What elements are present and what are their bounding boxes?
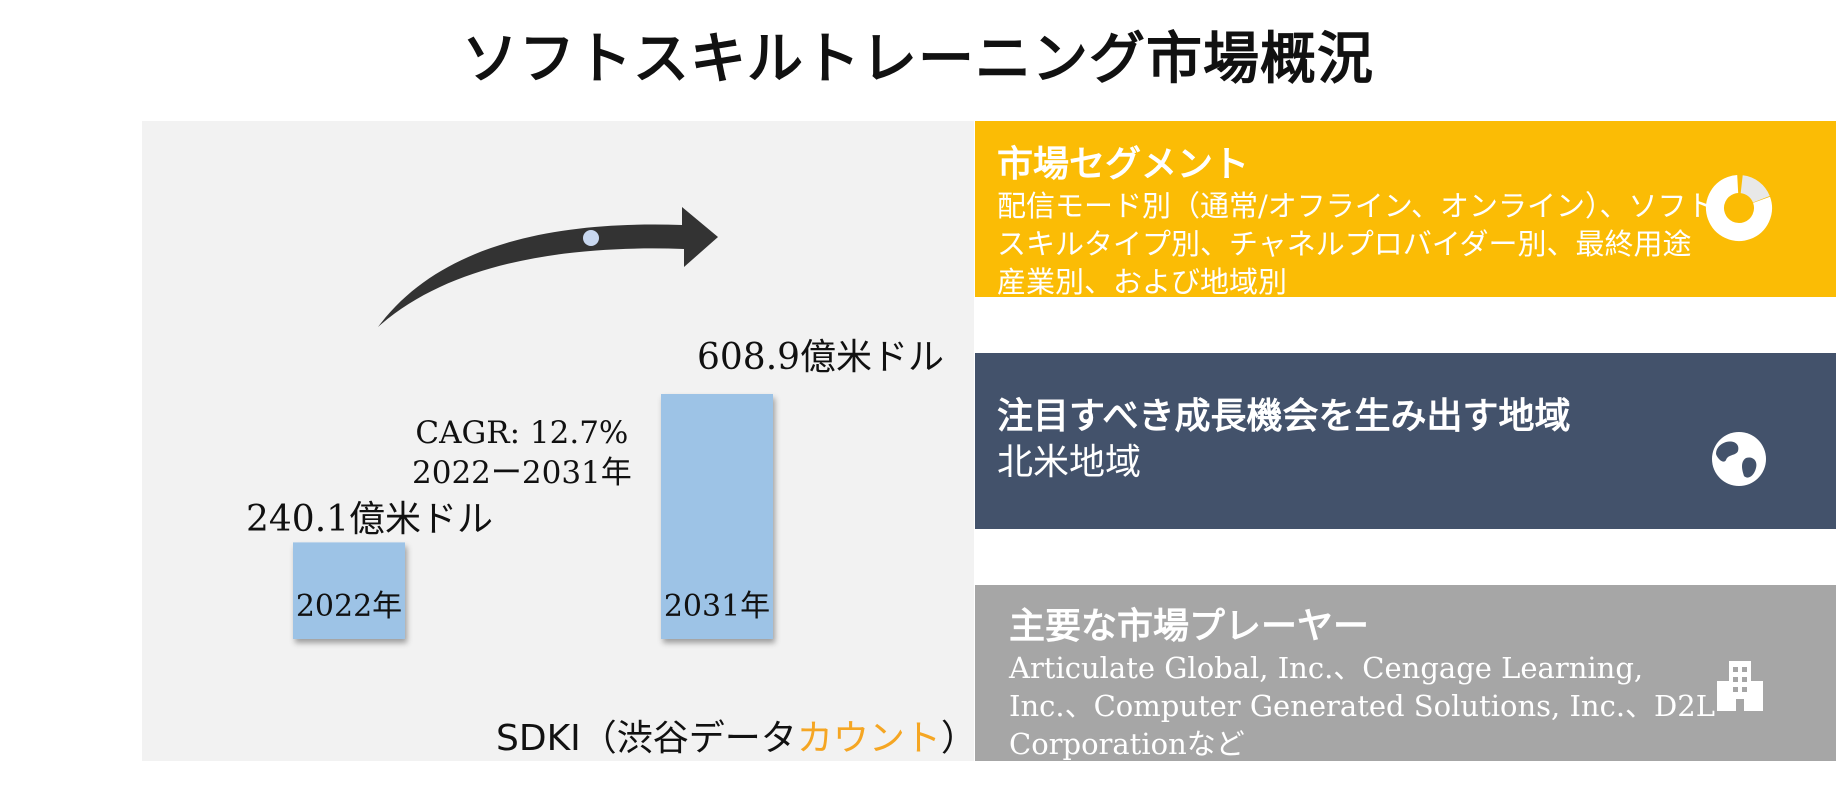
donut-chart-icon bbox=[1706, 175, 1772, 241]
source-prefix: SDKI（渋谷データ bbox=[496, 718, 797, 759]
bar-2022 bbox=[293, 542, 405, 639]
globe-icon bbox=[1712, 432, 1766, 486]
page-title: ソフトスキルトレーニング市場概況 bbox=[462, 26, 1374, 92]
cagr-annotation: CAGR: 12.7% 2022ー2031年 bbox=[412, 413, 632, 493]
bar-value-label-2022: 240.1億米ドル bbox=[246, 499, 494, 541]
region-box: 注目すべき成長機会を生み出す地域 北米地域 bbox=[975, 353, 1836, 529]
market-size-chart: 240.1億米ドル 608.9億米ドル 2022年 2031年 CAGR: 12… bbox=[142, 121, 977, 761]
arrow-dot bbox=[583, 230, 599, 246]
segments-box: 市場セグメント 配信モード別（通常/オフライン、オンライン）、ソフトスキルタイプ… bbox=[975, 121, 1836, 299]
segments-text: 配信モード別（通常/オフライン、オンライン）、ソフトスキルタイプ別、チャネルプロ… bbox=[997, 189, 1716, 299]
source-credit: SDKI（渋谷データカウント） bbox=[496, 709, 977, 761]
cagr-text: CAGR: 12.7% bbox=[415, 415, 629, 451]
source-suffix: ） bbox=[940, 718, 977, 759]
players-text: Articulate Global, Inc.、Cengage Learning… bbox=[1009, 651, 1716, 761]
players-box: 主要な市場プレーヤー Articulate Global, Inc.、Cenga… bbox=[975, 585, 1836, 761]
segments-title: 市場セグメント bbox=[997, 143, 1250, 185]
region-text: 北米地域 bbox=[997, 442, 1142, 483]
building-icon bbox=[1717, 661, 1763, 711]
players-title: 主要な市場プレーヤー bbox=[1009, 605, 1370, 647]
cagr-period: 2022ー2031年 bbox=[412, 455, 632, 491]
bar-2031 bbox=[661, 394, 773, 639]
bar-category-label-2031: 2031年 bbox=[663, 589, 771, 624]
bar-category-label-2022: 2022年 bbox=[295, 589, 403, 624]
source-accent: カウント bbox=[796, 718, 941, 759]
growth-arrow bbox=[378, 207, 718, 327]
region-title: 注目すべき成長機会を生み出す地域 bbox=[997, 395, 1571, 437]
bar-value-label-2031: 608.9億米ドル bbox=[697, 337, 945, 378]
chart-svg bbox=[293, 207, 773, 639]
